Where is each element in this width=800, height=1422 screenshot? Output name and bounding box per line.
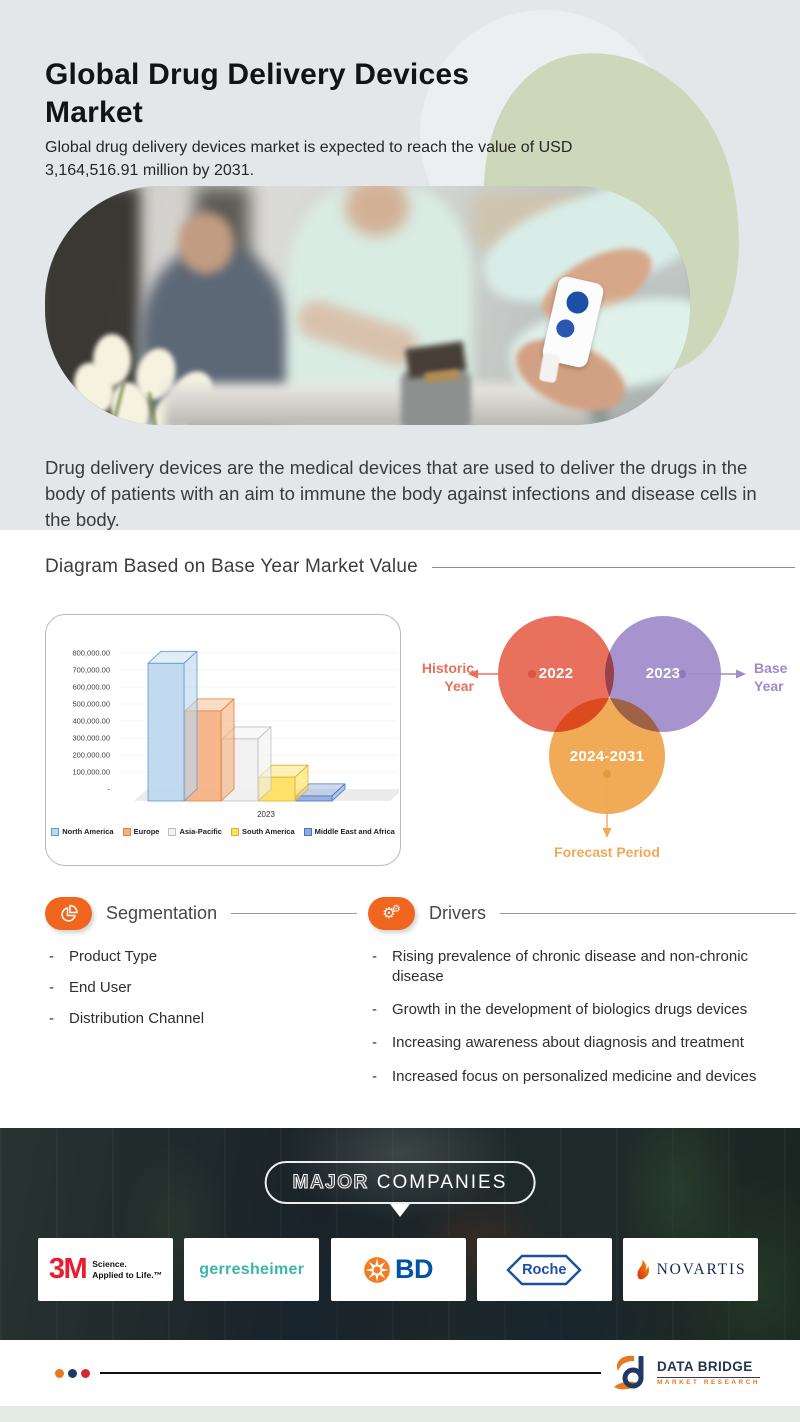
drivers-divider-line bbox=[500, 913, 796, 914]
chart-legend: North America Europe Asia-Pacific South Ame… bbox=[46, 827, 400, 836]
segmentation-divider-line bbox=[231, 913, 357, 914]
drivers-header: ⚙ ⚙ Drivers bbox=[368, 897, 796, 930]
venn-year-base: 2023 bbox=[645, 665, 681, 682]
3m-wordmark: 3M bbox=[48, 1253, 88, 1285]
list-item: Increased focus on personalized medicine… bbox=[372, 1067, 796, 1087]
legend-item: South America bbox=[230, 827, 295, 836]
novartis-wordmark: NOVARTIS bbox=[656, 1260, 747, 1278]
svg-text:600,000.00: 600,000.00 bbox=[72, 683, 110, 692]
list-item: Product Type bbox=[49, 947, 357, 967]
list-item: Distribution Channel bbox=[49, 1009, 357, 1029]
banner-word-companies: COMPANIES bbox=[376, 1171, 508, 1193]
roche-hexagon-icon bbox=[506, 1254, 582, 1285]
roche-wordmark: Roche bbox=[522, 1261, 567, 1278]
pie-chart-icon bbox=[45, 897, 92, 930]
svg-text:300,000.00: 300,000.00 bbox=[72, 734, 110, 743]
svg-text:500,000.00: 500,000.00 bbox=[72, 700, 110, 709]
data-bridge-logo: DATA BRIDGE MARKET RESEARCH bbox=[611, 1353, 760, 1393]
venn-year-historic: 2022 bbox=[538, 665, 574, 682]
list-item: Growth in the development of biologics d… bbox=[372, 1000, 796, 1020]
logo-3m: 3M Science. Applied to Life.™ bbox=[38, 1238, 173, 1301]
list-item: Rising prevalence of chronic disease and… bbox=[372, 947, 796, 987]
svg-text:100,000.00: 100,000.00 bbox=[72, 768, 110, 777]
hero-section: Global Drug Delivery Devices Market Glob… bbox=[0, 0, 800, 530]
page-title: Global Drug Delivery Devices Market bbox=[45, 58, 470, 130]
market-description: Drug delivery devices are the medical de… bbox=[45, 456, 757, 531]
major-companies-band: MAJOR COMPANIES 3M Science. Applied to L… bbox=[0, 1128, 800, 1340]
footer: DATA BRIDGE MARKET RESEARCH bbox=[0, 1340, 800, 1406]
gerresheimer-wordmark: gerresheimer bbox=[199, 1260, 305, 1278]
legend-item: Middle East and Africa bbox=[303, 827, 395, 836]
base-year-label: Base Year bbox=[754, 660, 788, 694]
bar-chart-svg: 800,000.00 700,000.00 600,000.00 500,000.00… bbox=[72, 649, 399, 819]
legend-item: Europe bbox=[122, 827, 159, 836]
logo-roche: Roche bbox=[476, 1238, 612, 1301]
footer-rule-line bbox=[100, 1372, 601, 1374]
gears-icon: ⚙ ⚙ bbox=[368, 897, 415, 930]
novartis-flame-icon bbox=[637, 1259, 649, 1279]
legend-item: Asia-Pacific bbox=[168, 827, 222, 836]
data-bridge-glyph-icon bbox=[613, 1355, 644, 1390]
base-year-bar-chart-card: 800,000.00 700,000.00 600,000.00 500,000.00… bbox=[45, 614, 401, 866]
logo-novartis: NOVARTIS bbox=[623, 1238, 758, 1301]
list-item: End User bbox=[49, 978, 357, 998]
svg-text:700,000.00: 700,000.00 bbox=[72, 666, 110, 675]
svg-text:400,000.00: 400,000.00 bbox=[72, 717, 110, 726]
svg-text:800,000.00: 800,000.00 bbox=[72, 649, 110, 658]
segmentation-title: Segmentation bbox=[106, 903, 218, 923]
brand-name: DATA BRIDGE bbox=[656, 1358, 753, 1374]
bd-burst-icon bbox=[364, 1256, 390, 1283]
forecast-period-label: Forecast Period bbox=[554, 844, 660, 860]
segmentation-list: Product Type End User Distribution Chann… bbox=[49, 947, 357, 1028]
list-item: Increasing awareness about diagnosis and… bbox=[372, 1033, 796, 1053]
historic-year-label: Historic Year bbox=[421, 660, 474, 694]
drivers-section: ⚙⚙ Drivers Rising prevalence of chronic … bbox=[368, 897, 796, 1100]
banner-word-major: MAJOR bbox=[292, 1171, 369, 1193]
logo-gerresheimer: gerresheimer bbox=[184, 1238, 320, 1301]
segmentation-section: Segmentation Product Type End User Distr… bbox=[45, 897, 357, 1039]
heading-divider-line bbox=[431, 566, 795, 568]
bottom-strip bbox=[0, 1406, 800, 1422]
year-venn-diagram: 2022 2023 2024-2031 Historic Year Base Y… bbox=[410, 598, 800, 883]
diagram-heading-text: Diagram Based on Base Year Market Value bbox=[45, 556, 418, 577]
svg-text:2023: 2023 bbox=[257, 810, 275, 819]
logo-bd: BD bbox=[330, 1238, 466, 1301]
legend-item: North America bbox=[51, 827, 114, 836]
svg-text:200,000.00: 200,000.00 bbox=[72, 751, 110, 760]
banner-pointer-triangle bbox=[390, 1204, 410, 1217]
drivers-title: Drivers bbox=[429, 903, 486, 923]
hero-photo bbox=[45, 186, 690, 425]
market-value-subtitle: Global drug delivery devices market is e… bbox=[45, 139, 573, 180]
venn-year-forecast: 2024-2031 bbox=[569, 748, 645, 765]
footer-dots bbox=[55, 1368, 90, 1378]
major-companies-banner: MAJOR COMPANIES bbox=[264, 1161, 536, 1204]
brand-subtitle: MARKET RESEARCH bbox=[656, 1376, 760, 1386]
segmentation-header: Segmentation bbox=[45, 897, 357, 930]
diagram-section-heading: Diagram Based on Base Year Market Value bbox=[45, 556, 795, 578]
svg-text:-: - bbox=[108, 785, 111, 794]
drivers-list: Rising prevalence of chronic disease and… bbox=[372, 947, 796, 1086]
office-photo-background bbox=[0, 1128, 800, 1340]
bd-wordmark: BD bbox=[395, 1254, 434, 1284]
company-logos-row: 3M Science. Applied to Life.™ gerresheim… bbox=[38, 1238, 758, 1301]
